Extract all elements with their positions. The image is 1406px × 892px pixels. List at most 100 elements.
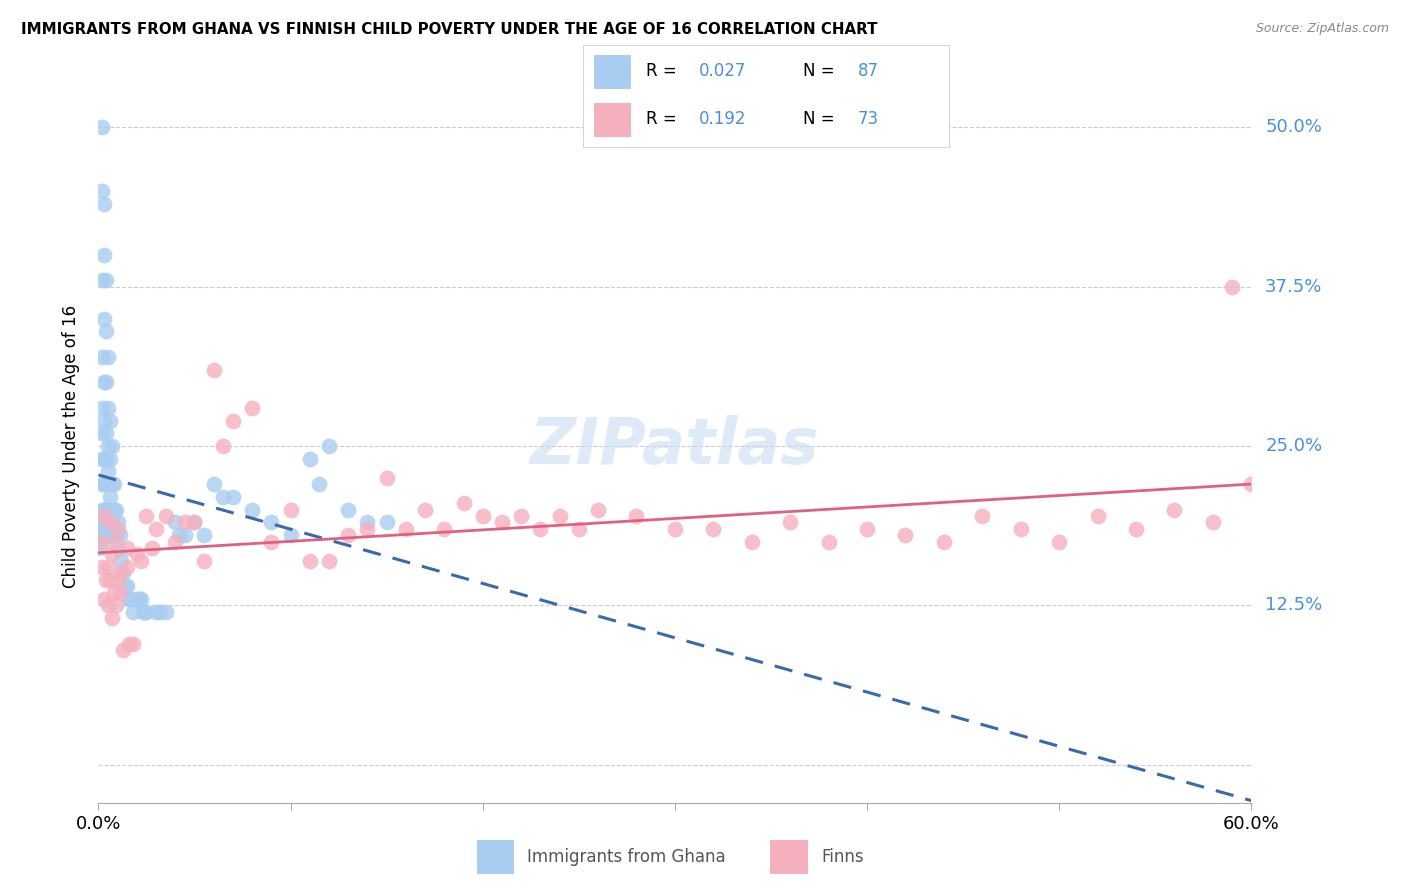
Point <box>101 611 124 625</box>
Point <box>510 509 533 524</box>
Point <box>110 554 132 568</box>
Point <box>529 522 551 536</box>
Point <box>165 534 187 549</box>
Point <box>94 477 117 491</box>
Point <box>91 184 114 198</box>
Point <box>240 401 263 415</box>
Point <box>107 522 129 536</box>
Point <box>101 439 124 453</box>
Point <box>149 605 172 619</box>
Point <box>702 522 724 536</box>
Point <box>103 528 125 542</box>
Point <box>318 554 340 568</box>
Point <box>101 516 124 530</box>
Point <box>98 516 121 530</box>
Point <box>117 541 138 555</box>
Point <box>375 516 398 530</box>
Point <box>97 439 120 453</box>
Point <box>97 502 120 516</box>
Text: 0.192: 0.192 <box>699 111 747 128</box>
Point <box>145 522 167 536</box>
Point <box>471 509 494 524</box>
Point <box>112 566 135 581</box>
Point <box>93 502 115 516</box>
Point <box>741 534 763 549</box>
Point <box>91 350 114 364</box>
Point <box>183 516 205 530</box>
Point <box>131 605 153 619</box>
Point <box>202 477 225 491</box>
Point <box>212 490 235 504</box>
Point <box>91 528 114 542</box>
Text: R =: R = <box>645 62 676 80</box>
Point <box>94 516 117 530</box>
Point <box>260 534 283 549</box>
Point <box>856 522 879 536</box>
Point <box>94 426 117 441</box>
Point <box>664 522 686 536</box>
Y-axis label: Child Poverty Under the Age of 16: Child Poverty Under the Age of 16 <box>62 304 80 588</box>
Point <box>125 591 148 606</box>
Point <box>817 534 839 549</box>
Point <box>103 477 125 491</box>
Point <box>112 643 135 657</box>
Point <box>193 554 215 568</box>
Point <box>260 516 283 530</box>
Point <box>91 401 114 415</box>
Point <box>972 509 994 524</box>
Point <box>122 636 145 650</box>
Point <box>1240 477 1263 491</box>
Point <box>413 502 436 516</box>
Point <box>129 554 152 568</box>
Point <box>308 477 330 491</box>
Point <box>97 465 120 479</box>
Point <box>103 502 125 516</box>
Point <box>120 591 142 606</box>
Point <box>779 516 801 530</box>
Point <box>125 547 148 561</box>
Point <box>453 496 475 510</box>
Point <box>108 585 131 599</box>
Point <box>93 509 115 524</box>
Point <box>128 591 150 606</box>
Point <box>1220 279 1243 293</box>
Point <box>101 477 124 491</box>
Point <box>122 605 145 619</box>
Text: N =: N = <box>803 111 834 128</box>
Point <box>94 451 117 466</box>
Point <box>94 273 117 287</box>
Point <box>104 502 127 516</box>
Point <box>101 547 124 561</box>
Point <box>91 426 114 441</box>
Point <box>110 566 132 581</box>
Bar <box>595 55 631 88</box>
Point <box>280 502 302 516</box>
Point <box>94 502 117 516</box>
Point <box>337 502 360 516</box>
Point <box>98 451 121 466</box>
Point <box>91 120 114 135</box>
Point <box>107 516 129 530</box>
Point <box>568 522 591 536</box>
Point <box>118 591 141 606</box>
Text: IMMIGRANTS FROM GHANA VS FINNISH CHILD POVERTY UNDER THE AGE OF 16 CORRELATION C: IMMIGRANTS FROM GHANA VS FINNISH CHILD P… <box>21 22 877 37</box>
Point <box>395 522 418 536</box>
Text: R =: R = <box>645 111 676 128</box>
Text: Source: ZipAtlas.com: Source: ZipAtlas.com <box>1256 22 1389 36</box>
Point <box>1087 509 1109 524</box>
Point <box>298 451 321 466</box>
Point <box>107 573 129 587</box>
Bar <box>595 103 631 137</box>
Point <box>97 599 120 613</box>
Point <box>135 509 157 524</box>
Point <box>135 605 157 619</box>
Point <box>98 528 121 542</box>
Point <box>586 502 609 516</box>
Point <box>375 471 398 485</box>
Point <box>89 528 111 542</box>
Point <box>145 605 167 619</box>
Text: 50.0%: 50.0% <box>1265 119 1322 136</box>
Point <box>1047 534 1070 549</box>
Point <box>93 197 115 211</box>
Point <box>97 401 120 415</box>
